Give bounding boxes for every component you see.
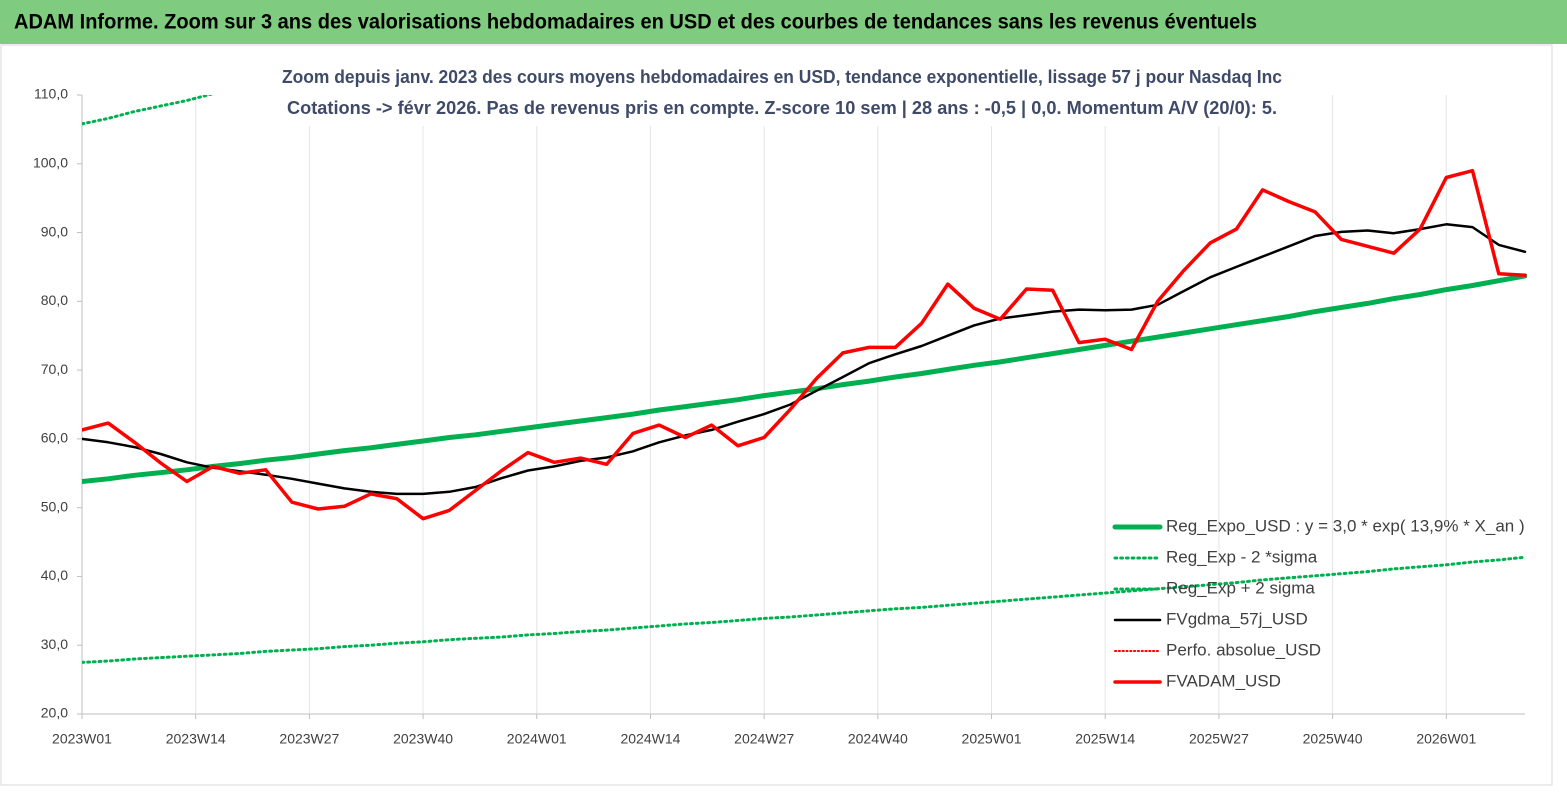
x-tick-label: 2024W14 xyxy=(620,731,680,747)
x-tick-label: 2023W14 xyxy=(166,731,226,747)
legend: Reg_Expo_USD : y = 3,0 * exp( 13,9% * X_… xyxy=(1112,516,1525,690)
x-tick-label: 2023W27 xyxy=(279,731,339,747)
series-line xyxy=(82,168,1527,521)
legend-label: FVADAM_USD xyxy=(1166,671,1281,690)
y-tick-label: 20,0 xyxy=(41,705,68,721)
x-tick-label: 2026W01 xyxy=(1416,731,1476,747)
x-tick-label: 2025W14 xyxy=(1075,731,1135,747)
subtitle-box xyxy=(272,60,1284,126)
y-tick-label: 30,0 xyxy=(41,636,68,652)
x-tick-label: 2025W01 xyxy=(962,731,1022,747)
legend-label: Perfo. absolue_USD xyxy=(1166,640,1321,659)
page-title: ADAM Informe. Zoom sur 3 ans des valoris… xyxy=(14,11,1257,34)
chart-border xyxy=(0,44,1553,786)
series-line xyxy=(82,555,1527,664)
x-tick-label: 2023W01 xyxy=(52,731,112,747)
y-tick-label: 40,0 xyxy=(41,567,68,583)
x-tick-label: 2024W40 xyxy=(848,731,908,747)
subtitle-line: Cotations -> févr 2026. Pas de revenus p… xyxy=(287,98,1277,118)
y-tick-label: 50,0 xyxy=(41,498,68,514)
y-tick-label: 110,0 xyxy=(34,86,68,102)
plot-area: 2023W01 2023W14 2023W27 2023W40 2024W01 2024W… xyxy=(33,86,1527,747)
x-tick-label: 2024W01 xyxy=(507,731,567,747)
y-tick-label: 80,0 xyxy=(41,292,68,308)
x-tick-label: 2025W27 xyxy=(1189,731,1249,747)
series-line xyxy=(82,273,1527,484)
x-tick-label: 2023W40 xyxy=(393,731,453,747)
legend-label: Reg_Exp - 2 *sigma xyxy=(1166,547,1318,566)
legend-label: FVgdma_57j_USD xyxy=(1166,609,1308,628)
series-line xyxy=(82,223,1527,496)
y-tick-label: 70,0 xyxy=(41,361,68,377)
y-tick-label: 60,0 xyxy=(41,430,68,446)
y-tick-label: 90,0 xyxy=(41,223,68,239)
legend-label: Reg_Expo_USD : y = 3,0 * exp( 13,9% * X_… xyxy=(1166,516,1525,535)
subtitle-line: Zoom depuis janv. 2023 des cours moyens … xyxy=(282,67,1282,87)
legend-label: Reg_Exp + 2 sigma xyxy=(1166,578,1315,597)
x-tick-label: 2024W27 xyxy=(734,731,794,747)
header-bar xyxy=(0,0,1567,44)
y-tick-label: 100,0 xyxy=(33,154,68,170)
x-tick-label: 2025W40 xyxy=(1303,731,1363,747)
